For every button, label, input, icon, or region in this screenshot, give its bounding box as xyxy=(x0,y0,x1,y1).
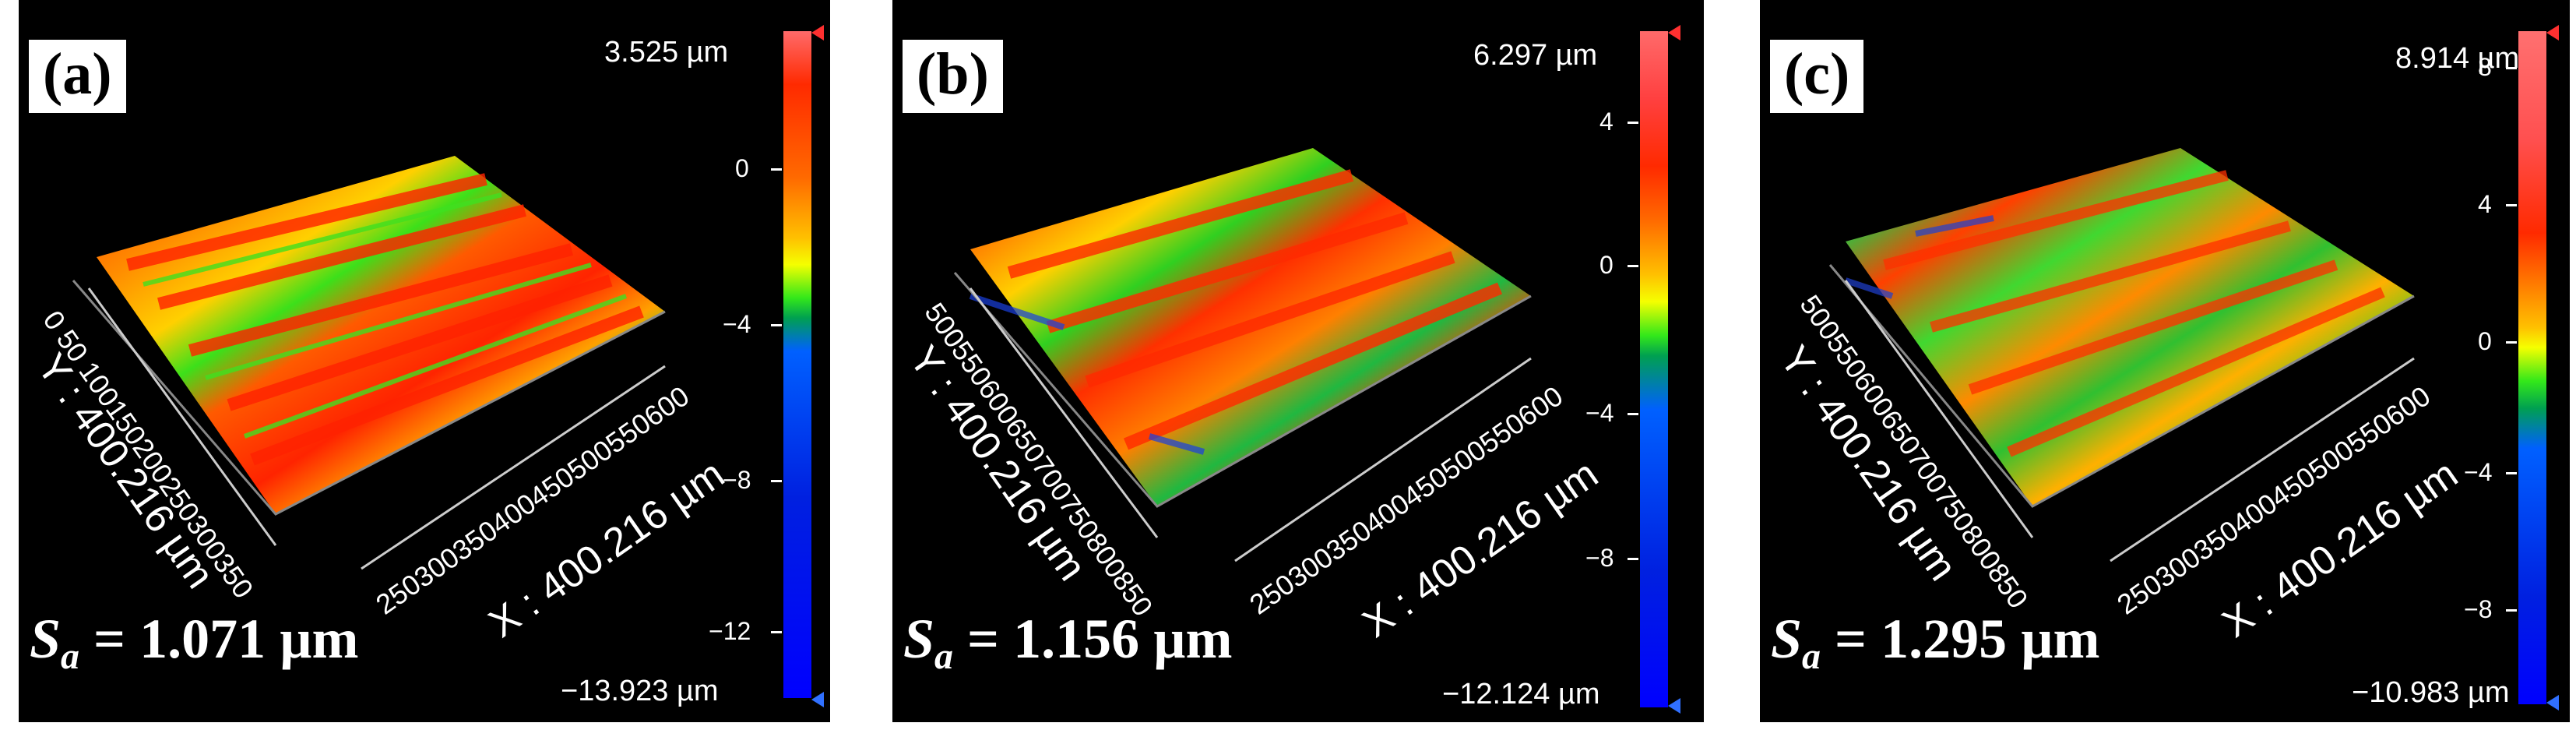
surface-ridges xyxy=(1007,169,1503,450)
max-height-label: 3.525 µm xyxy=(604,36,729,69)
scale-tick: −8 xyxy=(1585,544,1614,572)
scale-tick: −12 xyxy=(709,617,751,645)
surface-panel-b: 500550600650700750800850 Y : 400.216 µm … xyxy=(892,0,1704,722)
roughness-value: Sa = 1.156 µm xyxy=(903,608,1233,677)
surface-ridges xyxy=(126,173,644,466)
color-scale-bar xyxy=(1640,31,1668,707)
roughness-value: Sa = 1.295 µm xyxy=(1771,608,2100,677)
axis-frame xyxy=(1828,264,2415,508)
min-marker-icon xyxy=(1668,698,1680,714)
surface-3d-plot: 500550600650700750800850 Y : 400.216 µm … xyxy=(1771,148,2466,647)
surface-3d-plot: 0 50 100150200250300350 Y : 400.216 µm 2… xyxy=(28,156,733,647)
x-axis-label: X : 400.216 µm xyxy=(481,451,733,646)
scale-tick: 0 xyxy=(1599,251,1614,279)
color-scale-bar xyxy=(2518,31,2546,704)
panel-label: (a) xyxy=(26,37,128,115)
scale-tick: 0 xyxy=(2478,327,2492,355)
surface-panel-c: 500550600650700750800850 Y : 400.216 µm … xyxy=(1760,0,2570,722)
scale-tick: 4 xyxy=(1599,108,1614,136)
max-marker-icon xyxy=(1668,25,1680,41)
scale-tick: −4 xyxy=(1585,399,1614,427)
roughness-value: Sa = 1.071 µm xyxy=(30,608,359,677)
scale-tick: −8 xyxy=(723,466,751,494)
color-scale-bar xyxy=(783,31,811,698)
min-height-label: −10.983 µm xyxy=(2352,676,2510,709)
surface-mesh xyxy=(97,156,665,514)
max-height-label: 8.914 µm xyxy=(2395,42,2520,75)
scale-tick: 8 xyxy=(2478,53,2492,81)
scale-tick: 4 xyxy=(2478,190,2492,218)
max-height-label: 6.297 µm xyxy=(1473,39,1598,72)
max-marker-icon xyxy=(811,25,824,41)
x-axis-label: X : 400.216 µm xyxy=(1355,451,1606,646)
x-axis-label: X : 400.216 µm xyxy=(2215,451,2466,646)
panel-label: (c) xyxy=(1768,37,1867,115)
min-marker-icon xyxy=(2546,695,2559,711)
scale-tick: −8 xyxy=(2464,595,2493,623)
scale-tick: −4 xyxy=(723,310,751,338)
max-marker-icon xyxy=(2546,25,2559,41)
scale-tick: −4 xyxy=(2464,458,2493,486)
min-height-label: −12.124 µm xyxy=(1442,678,1600,711)
min-marker-icon xyxy=(811,692,824,707)
axis-frame xyxy=(953,272,1532,508)
min-height-label: −13.923 µm xyxy=(561,675,719,707)
surface-ridges xyxy=(1883,170,2385,457)
surface-3d-plot: 500550600650700750800850 Y : 400.216 µm … xyxy=(900,148,1606,647)
surface-panel-a: 0 50 100150200250300350 Y : 400.216 µm 2… xyxy=(19,0,830,722)
panel-label: (b) xyxy=(900,37,1005,115)
scale-tick: 0 xyxy=(735,154,749,182)
